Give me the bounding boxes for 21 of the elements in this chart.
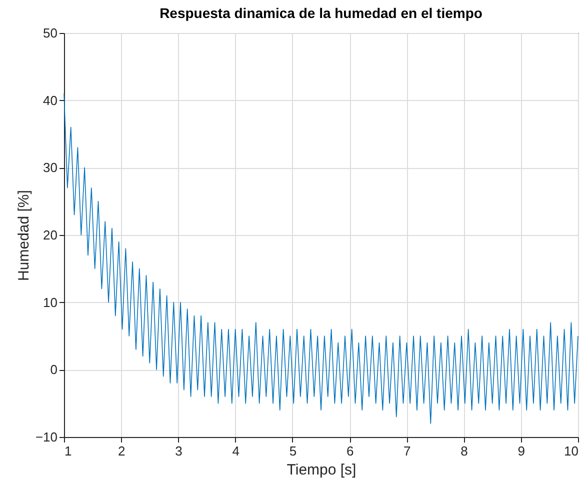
y-tick-label: 10 bbox=[43, 294, 58, 310]
x-tick-label: 5 bbox=[289, 444, 297, 458]
y-axis-title: Humedad [%] bbox=[15, 190, 32, 281]
x-tick-label: 1 bbox=[64, 444, 72, 458]
x-tick-label: 4 bbox=[232, 444, 240, 458]
x-tick-label: 7 bbox=[404, 444, 411, 458]
x-tick-label: 8 bbox=[460, 444, 468, 458]
line-series bbox=[64, 93, 578, 424]
y-tick-label: 40 bbox=[43, 92, 58, 108]
y-tick-label: −10 bbox=[35, 430, 58, 444]
x-tick-label: 10 bbox=[564, 444, 578, 458]
y-tick-label: 30 bbox=[43, 160, 58, 176]
x-tick-label: 3 bbox=[175, 444, 182, 458]
x-tick-label: 9 bbox=[518, 444, 526, 458]
x-tick-label: 6 bbox=[346, 444, 354, 458]
x-tick-label: 2 bbox=[118, 444, 126, 458]
x-axis-title: Tiempo [s] bbox=[286, 462, 356, 478]
y-tick-label: 0 bbox=[50, 362, 58, 378]
chart-title: Respuesta dinamica de la humedad en el tiempo bbox=[160, 5, 482, 21]
y-tick-label: 20 bbox=[43, 228, 58, 242]
y-tick-label: 50 bbox=[43, 26, 58, 40]
